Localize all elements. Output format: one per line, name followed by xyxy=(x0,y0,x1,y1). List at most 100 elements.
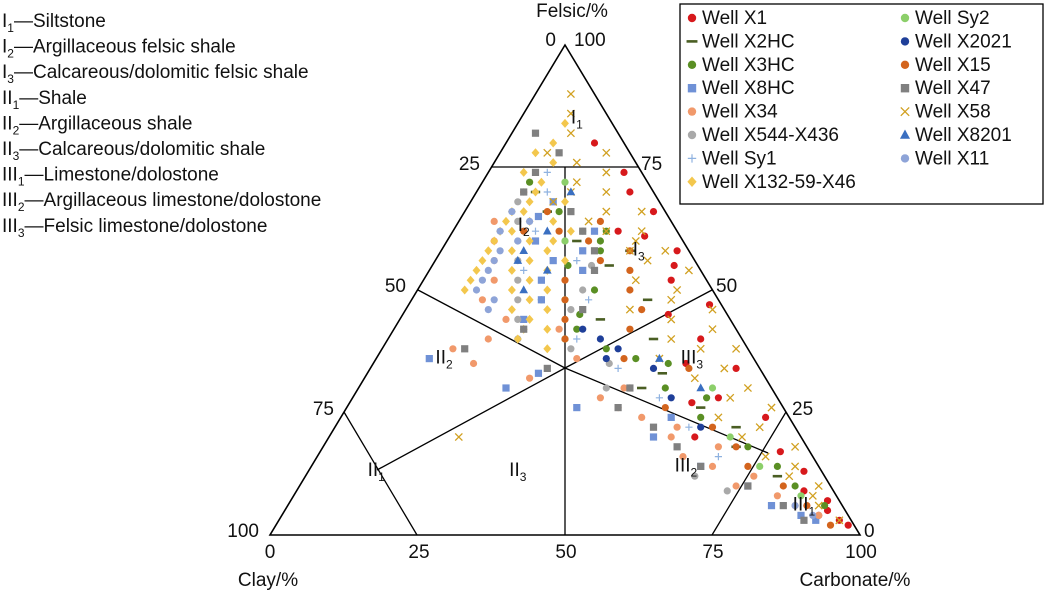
data-point-well-x2hc xyxy=(642,298,653,302)
key-item-i1: I1—Siltstone xyxy=(2,11,106,35)
data-point-well-x58 xyxy=(667,315,676,324)
data-point-well-x58 xyxy=(566,129,575,138)
data-point-well-x8201 xyxy=(519,285,529,294)
region-label-ii2: II2 xyxy=(435,348,453,372)
data-point-well-x58 xyxy=(625,305,634,314)
tick-felsic-75: 75 xyxy=(641,154,662,175)
data-point-well-x8201 xyxy=(696,383,706,392)
data-point-well-x58 xyxy=(720,364,729,373)
data-point-well-x3hc xyxy=(791,482,799,490)
data-point-well-x58 xyxy=(454,432,463,442)
tick-bottom-75: 75 xyxy=(702,542,723,563)
data-point-well-x15 xyxy=(638,306,646,314)
data-point-well-x15 xyxy=(744,462,752,470)
legend-label-well-x2hc: Well X2HC xyxy=(702,31,795,52)
data-point-well-x47 xyxy=(614,404,622,412)
classification-boundaries xyxy=(343,166,787,536)
data-point-well-x132-59-x46 xyxy=(549,216,558,226)
data-point-well-x58 xyxy=(625,246,634,255)
data-point-well-x58 xyxy=(602,168,611,177)
data-point-well-x132-59-x46 xyxy=(531,187,540,197)
data-point-well-x58 xyxy=(708,325,717,334)
data-point-well-x544-x436 xyxy=(514,276,522,284)
boundary-right-upper xyxy=(564,289,713,369)
axis-title-carbonate: Carbonate/% xyxy=(800,570,911,591)
data-point-well-x132-59-x46 xyxy=(543,246,552,256)
data-point-well-x2021 xyxy=(596,335,605,343)
data-point-well-x2021 xyxy=(614,345,622,353)
data-point-well-x132-59-x46 xyxy=(543,344,552,354)
data-point-well-x15 xyxy=(520,227,528,235)
data-point-well-x15 xyxy=(626,325,634,333)
data-point-well-x1 xyxy=(664,310,672,319)
data-point-well-x3hc xyxy=(697,413,705,421)
data-point-well-x58 xyxy=(814,481,823,491)
data-point-well-x544-x436 xyxy=(723,487,731,495)
data-point-well-x47 xyxy=(590,266,599,274)
data-point-well-sy2 xyxy=(726,433,734,441)
data-point-well-x58 xyxy=(835,516,844,525)
data-point-well-x15 xyxy=(661,404,669,412)
data-point-well-x58 xyxy=(637,207,646,216)
boundary-left-upper xyxy=(417,289,566,369)
tick-left-75: 75 xyxy=(313,399,334,420)
data-point-well-x2021 xyxy=(697,423,705,431)
data-point-well-x3hc xyxy=(744,443,752,451)
axis-title-clay: Clay/% xyxy=(238,570,298,591)
data-point-well-x11 xyxy=(472,286,481,294)
data-point-well-x2hc xyxy=(657,372,668,375)
data-point-well-x1 xyxy=(626,188,634,196)
legend-box xyxy=(679,3,1044,205)
legend-marker-well-x11 xyxy=(900,154,910,163)
data-point-well-x132-59-x46 xyxy=(460,285,469,295)
key-item-ii2: II2—Argillaceous shale xyxy=(2,113,192,137)
data-point-well-x58 xyxy=(737,432,747,442)
legend-marker-well-x1 xyxy=(687,13,697,23)
data-point-well-x132-59-x46 xyxy=(525,256,534,266)
data-point-well-x132-59-x46 xyxy=(561,197,569,207)
data-point-well-x58 xyxy=(785,472,794,481)
data-point-well-x34 xyxy=(502,315,510,323)
data-point-well-x58 xyxy=(726,393,735,402)
tick-left-100: 100 xyxy=(227,521,259,542)
data-point-well-x8201 xyxy=(542,265,552,274)
data-point-well-x8hc xyxy=(579,266,587,274)
legend-label-well-x132-59-x46: Well X132-59-X46 xyxy=(702,172,856,193)
data-point-well-x1 xyxy=(620,168,628,176)
data-point-well-x15 xyxy=(596,217,605,225)
data-point-well-x47 xyxy=(543,364,551,372)
data-point-well-x2021 xyxy=(649,364,658,372)
region-labels: I1 I2 I3 II1 II2 II3 III1 III2 III3 xyxy=(368,107,816,518)
data-point-well-x8hc xyxy=(531,237,540,245)
data-point-well-x2021 xyxy=(667,394,675,402)
data-point-well-x132-59-x46 xyxy=(507,246,516,256)
legend-marker-well-x2021 xyxy=(900,37,910,46)
data-point-well-x34 xyxy=(679,453,687,461)
data-point-well-x1 xyxy=(732,364,740,372)
data-point-well-x11 xyxy=(496,247,504,255)
data-point-well-x8hc xyxy=(549,257,557,265)
data-point-well-x58 xyxy=(696,344,705,353)
data-point-well-x1 xyxy=(590,139,599,147)
data-point-well-x34 xyxy=(484,335,492,343)
data-point-well-x11 xyxy=(514,237,522,245)
data-point-well-x8hc xyxy=(534,212,543,221)
data-point-well-x34 xyxy=(469,359,478,368)
data-point-well-x47 xyxy=(697,462,705,470)
data-point-well-x15 xyxy=(708,423,717,431)
tick-left-25: 25 xyxy=(459,154,480,175)
data-point-well-x132-59-x46 xyxy=(466,275,475,285)
data-point-well-x544-x436 xyxy=(514,296,522,304)
data-point-well-x2hc xyxy=(731,425,741,429)
data-point-well-x34 xyxy=(478,296,486,304)
data-point-well-x15 xyxy=(596,257,605,265)
legend-label-well-x2021: Well X2021 xyxy=(915,31,1012,52)
data-point-well-x544-x436 xyxy=(579,286,587,294)
data-point-well-x15 xyxy=(626,286,634,294)
legend-label-well-x58: Well X58 xyxy=(915,102,991,123)
data-point-well-x3hc xyxy=(555,208,563,216)
data-point-well-x15 xyxy=(732,443,740,451)
data-point-well-x1 xyxy=(667,276,675,284)
legend-marker-well-x2hc xyxy=(686,40,698,43)
tick-felsic-0: 0 xyxy=(864,521,875,542)
